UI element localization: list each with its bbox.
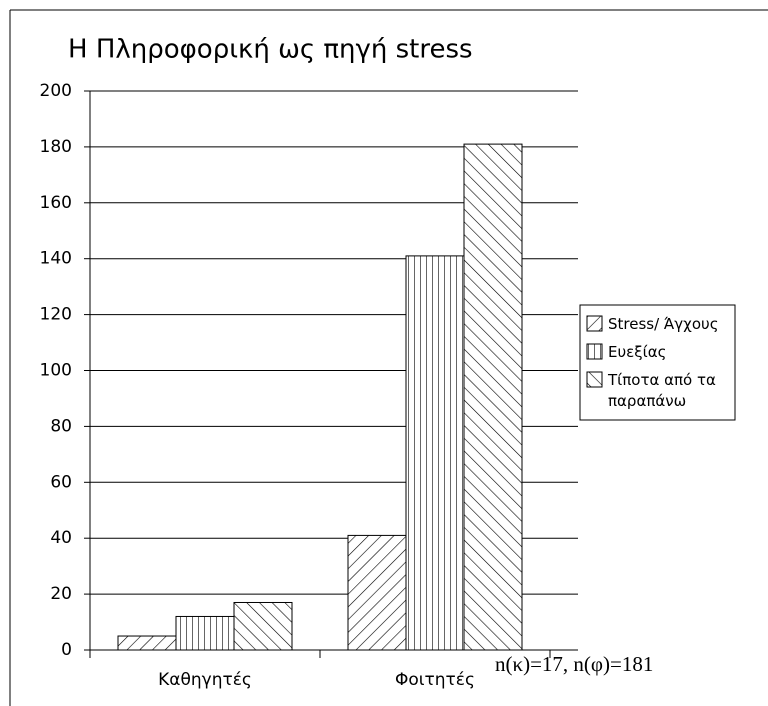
x-tick-label: Φοιτητές — [395, 670, 475, 690]
y-tick-label: 140 — [40, 249, 72, 269]
legend-label: Ευεξίας — [608, 343, 666, 361]
y-tick-label: 40 — [50, 528, 72, 548]
annotation: n(κ)=17, n(φ)=181 — [495, 652, 653, 676]
bar — [347, 534, 407, 651]
y-tick-label: 160 — [40, 193, 72, 213]
y-tick-label: 20 — [50, 584, 72, 604]
y-tick-label: 180 — [40, 137, 72, 157]
legend-box — [579, 304, 736, 421]
bar — [233, 601, 293, 651]
y-tick-label: 120 — [40, 305, 72, 325]
y-tick-label: 60 — [50, 472, 72, 492]
y-tick-label: 100 — [40, 361, 72, 381]
legend-label: Stress/ Άγχους — [608, 315, 719, 333]
legend-swatch — [586, 343, 603, 360]
legend-swatch — [586, 315, 603, 332]
legend-swatch — [586, 371, 603, 388]
bar — [463, 143, 523, 651]
bar — [405, 255, 465, 651]
legend-label: Τίποτα από τα παραπάνω — [607, 371, 716, 410]
chart-title: Η Πληροφορική ως πηγή stress — [68, 35, 473, 65]
y-tick-label: 0 — [61, 640, 72, 660]
bar — [117, 635, 177, 651]
bar — [175, 615, 235, 651]
x-tick-label: Καθηγητές — [158, 670, 252, 690]
y-tick-label: 200 — [40, 81, 72, 101]
y-tick-label: 80 — [50, 416, 72, 436]
